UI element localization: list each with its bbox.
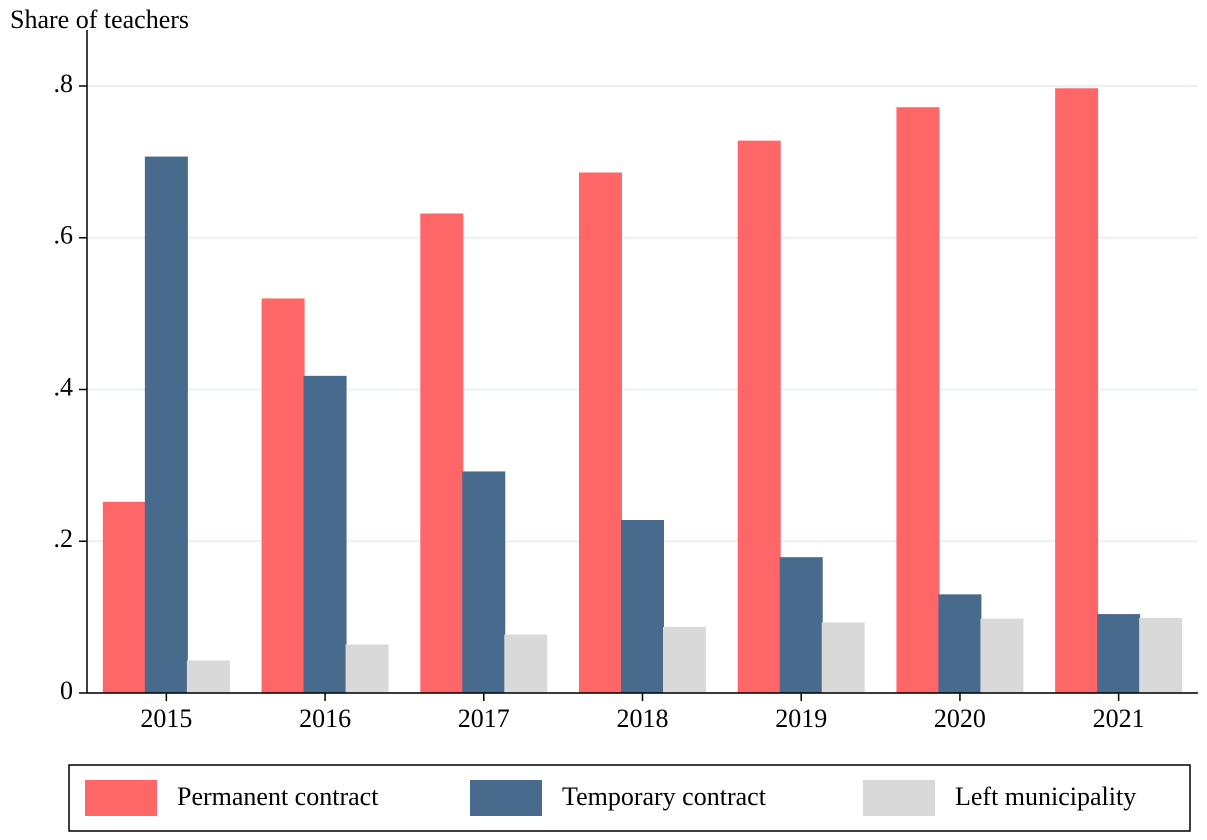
- bar: [504, 634, 548, 693]
- bar: [345, 644, 389, 693]
- y-tick-label: .8: [54, 69, 74, 98]
- x-tick-label: 2016: [299, 704, 351, 733]
- bar: [737, 140, 781, 693]
- bar: [102, 501, 146, 693]
- bar: [621, 520, 664, 693]
- y-axis-title: Share of teachers: [10, 5, 189, 34]
- legend-swatch: [470, 780, 542, 816]
- bar: [663, 626, 706, 693]
- legend-label: Temporary contract: [562, 782, 767, 811]
- x-tick-label: 2018: [617, 704, 669, 733]
- bar: [821, 622, 865, 693]
- y-tick-label: 0: [60, 676, 73, 705]
- legend-swatch: [85, 780, 157, 816]
- bar: [261, 298, 305, 693]
- bar: [462, 471, 506, 693]
- bar: [779, 557, 823, 693]
- bar: [938, 594, 982, 693]
- bar: [186, 660, 230, 693]
- legend-label: Left municipality: [955, 782, 1136, 811]
- bar: [303, 375, 347, 693]
- bar: [1097, 614, 1141, 693]
- bar: [980, 618, 1024, 693]
- legend-box: [68, 764, 1191, 832]
- x-tick-label: 2019: [775, 704, 827, 733]
- bar: [144, 156, 188, 694]
- y-tick-label: .6: [54, 221, 74, 250]
- bar: [579, 172, 622, 693]
- legend-swatch: [863, 780, 935, 816]
- bar: [1055, 88, 1099, 694]
- y-tick-label: .4: [54, 372, 74, 401]
- x-tick-label: 2015: [140, 704, 192, 733]
- bar: [420, 213, 464, 693]
- x-tick-label: 2020: [934, 704, 986, 733]
- x-tick-label: 2017: [458, 704, 510, 733]
- x-tick-label: 2021: [1093, 704, 1145, 733]
- bar: [896, 107, 940, 694]
- legend-label: Permanent contract: [177, 782, 379, 811]
- bar: [1139, 617, 1183, 693]
- y-tick-label: .2: [54, 524, 74, 553]
